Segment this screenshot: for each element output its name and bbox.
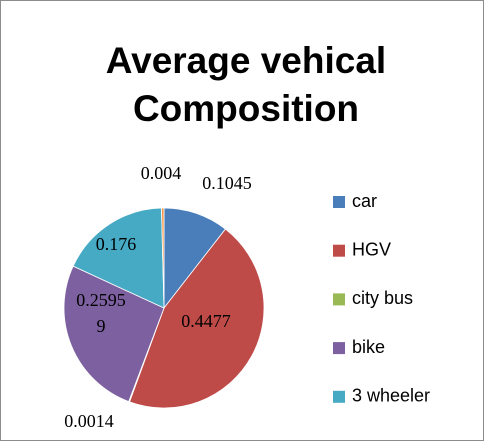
legend-swatch	[333, 390, 345, 403]
data-label: 0.176	[96, 234, 137, 254]
legend-label: car	[352, 191, 377, 211]
legend-label: 3 wheeler	[352, 386, 430, 406]
data-label: 0.004	[141, 163, 182, 183]
legend-swatch	[333, 196, 345, 208]
pie-slice	[63, 265, 165, 403]
data-label: 0.25959	[76, 290, 126, 336]
legend-label: city bus	[352, 288, 413, 308]
legend-label: HGV	[352, 239, 391, 259]
legend-label: bike	[352, 337, 385, 357]
data-label: 0.1045	[202, 173, 252, 193]
pie-slice	[72, 207, 165, 309]
data-label: 0.4477	[181, 311, 231, 331]
legend-swatch	[333, 244, 345, 257]
data-label: 0.0014	[64, 411, 114, 431]
pie-slice	[129, 228, 265, 409]
legend-swatch	[333, 293, 345, 306]
legend-swatch	[333, 342, 345, 355]
pie-slice	[161, 207, 165, 309]
chart-title: Average vehical Composition	[105, 40, 387, 129]
